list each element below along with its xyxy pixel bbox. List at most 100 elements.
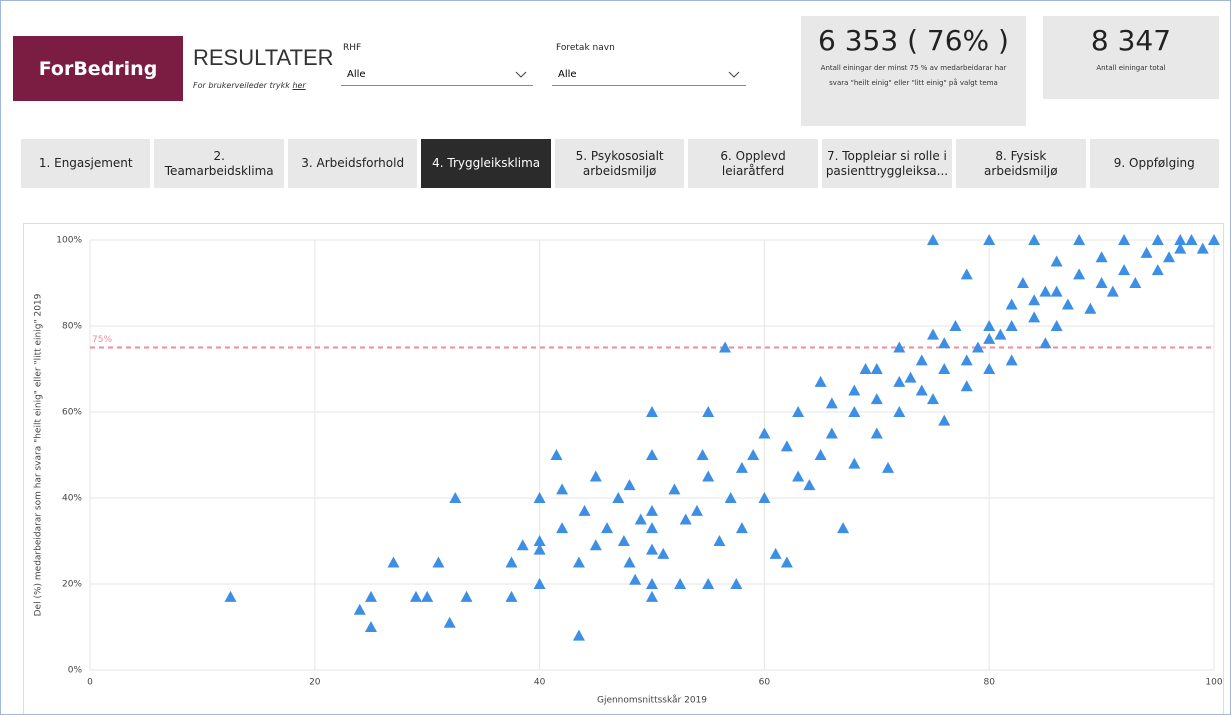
tab[interactable]: 8. Fysisk arbeidsmiljø xyxy=(956,139,1086,188)
reference-label: 75% xyxy=(92,335,112,345)
tab[interactable]: 9. Oppfølging xyxy=(1089,139,1220,188)
point xyxy=(848,457,861,469)
point xyxy=(983,332,996,344)
point xyxy=(938,337,951,349)
point xyxy=(1050,255,1063,267)
dropdown-value: Alle xyxy=(347,69,366,80)
scatter-chart: 0% 20% 40% 60% 80% 100% 0 20 40 60 80 100 Gjennomsni… xyxy=(23,223,1224,714)
point xyxy=(1163,251,1176,263)
point xyxy=(646,543,658,555)
point xyxy=(556,522,569,534)
point xyxy=(927,328,939,340)
page-title: RESULTATER xyxy=(193,45,334,70)
point xyxy=(859,363,872,374)
subtitle: For brukerveileder trykk her xyxy=(193,81,306,90)
tab[interactable]: 7. Toppleiar si rolle i pasienttryggleik… xyxy=(821,139,953,188)
point xyxy=(938,363,951,374)
dropdown[interactable]: Alle xyxy=(552,64,746,86)
tab[interactable]: 3. Arbeidsforhold xyxy=(287,139,418,188)
point xyxy=(1106,285,1119,297)
tab-bar: 1. Engasjement 2. Teamarbeidsklima 3. Arbe… xyxy=(21,139,1220,188)
point xyxy=(719,341,732,353)
point xyxy=(983,320,996,331)
y-tick-label: 0% xyxy=(68,666,83,676)
point xyxy=(1185,234,1198,245)
point xyxy=(646,578,658,589)
tab[interactable]: 4. Tryggleiksklima xyxy=(421,139,551,188)
logo: ForBedring xyxy=(13,36,183,101)
tab[interactable]: 6. Opplevd leiaråtferd xyxy=(688,139,818,188)
help-link[interactable]: her xyxy=(292,81,306,90)
point xyxy=(1151,264,1164,276)
point xyxy=(353,603,366,615)
point xyxy=(533,492,546,503)
point xyxy=(1005,320,1018,331)
point xyxy=(1118,264,1131,276)
point xyxy=(409,590,422,602)
kpi-card: 6 353 ( 76% ) Antall einingar der minst … xyxy=(801,16,1026,126)
point xyxy=(780,440,793,452)
point xyxy=(1005,298,1018,310)
point xyxy=(983,363,996,374)
point xyxy=(713,535,726,546)
point xyxy=(421,590,434,602)
y-tick-label: 40% xyxy=(62,494,82,504)
point xyxy=(1151,234,1164,245)
dropdown[interactable]: Alle xyxy=(341,64,533,86)
chevron xyxy=(515,71,527,78)
point xyxy=(702,578,715,589)
point xyxy=(617,535,630,546)
point xyxy=(365,621,377,632)
point xyxy=(938,414,951,426)
point xyxy=(870,427,883,439)
point xyxy=(747,449,760,460)
point xyxy=(556,483,569,495)
point xyxy=(601,522,614,534)
point xyxy=(365,590,377,602)
filter-label: RHF xyxy=(343,43,362,53)
tab[interactable]: 5. Psykososialt arbeidsmiljø xyxy=(554,139,685,188)
point xyxy=(758,427,771,439)
point xyxy=(589,539,602,551)
point xyxy=(870,363,883,374)
point xyxy=(724,492,737,503)
point xyxy=(1061,298,1074,310)
point xyxy=(646,522,658,534)
point xyxy=(629,573,642,585)
point xyxy=(803,479,816,491)
x-axis-title: Gjennomsnittsskår 2019 xyxy=(597,695,707,706)
point xyxy=(825,427,838,439)
point xyxy=(904,371,917,383)
point xyxy=(572,629,585,641)
point xyxy=(702,470,715,482)
point xyxy=(893,406,906,417)
point xyxy=(915,384,928,396)
tab[interactable]: 2. Teamarbeidsklima xyxy=(154,139,284,188)
point xyxy=(949,320,962,331)
kpi-description: Antall einingar der minst 75 % av medarb… xyxy=(820,64,1007,87)
point xyxy=(960,268,973,280)
point xyxy=(612,492,625,503)
tab[interactable]: 1. Engasjement xyxy=(21,139,151,188)
x-tick-label: 20 xyxy=(309,678,321,688)
point xyxy=(870,393,883,405)
point xyxy=(814,375,827,387)
point xyxy=(1095,251,1108,263)
point xyxy=(1005,354,1018,366)
point xyxy=(679,513,692,525)
point xyxy=(533,578,546,589)
y-tick-label: 60% xyxy=(62,408,82,418)
point xyxy=(927,234,939,245)
point xyxy=(578,504,591,516)
kpi-value: 8 347 xyxy=(1090,24,1172,57)
x-tick-label: 80 xyxy=(983,678,995,688)
subtitle-text: For brukerveileder trykk xyxy=(193,81,290,90)
point xyxy=(702,406,715,417)
point xyxy=(1050,320,1063,331)
point xyxy=(646,590,658,602)
point xyxy=(780,556,793,568)
x-tick-label: 0 xyxy=(87,678,93,688)
point xyxy=(623,479,636,491)
x-tick-label: 100 xyxy=(1205,678,1222,688)
